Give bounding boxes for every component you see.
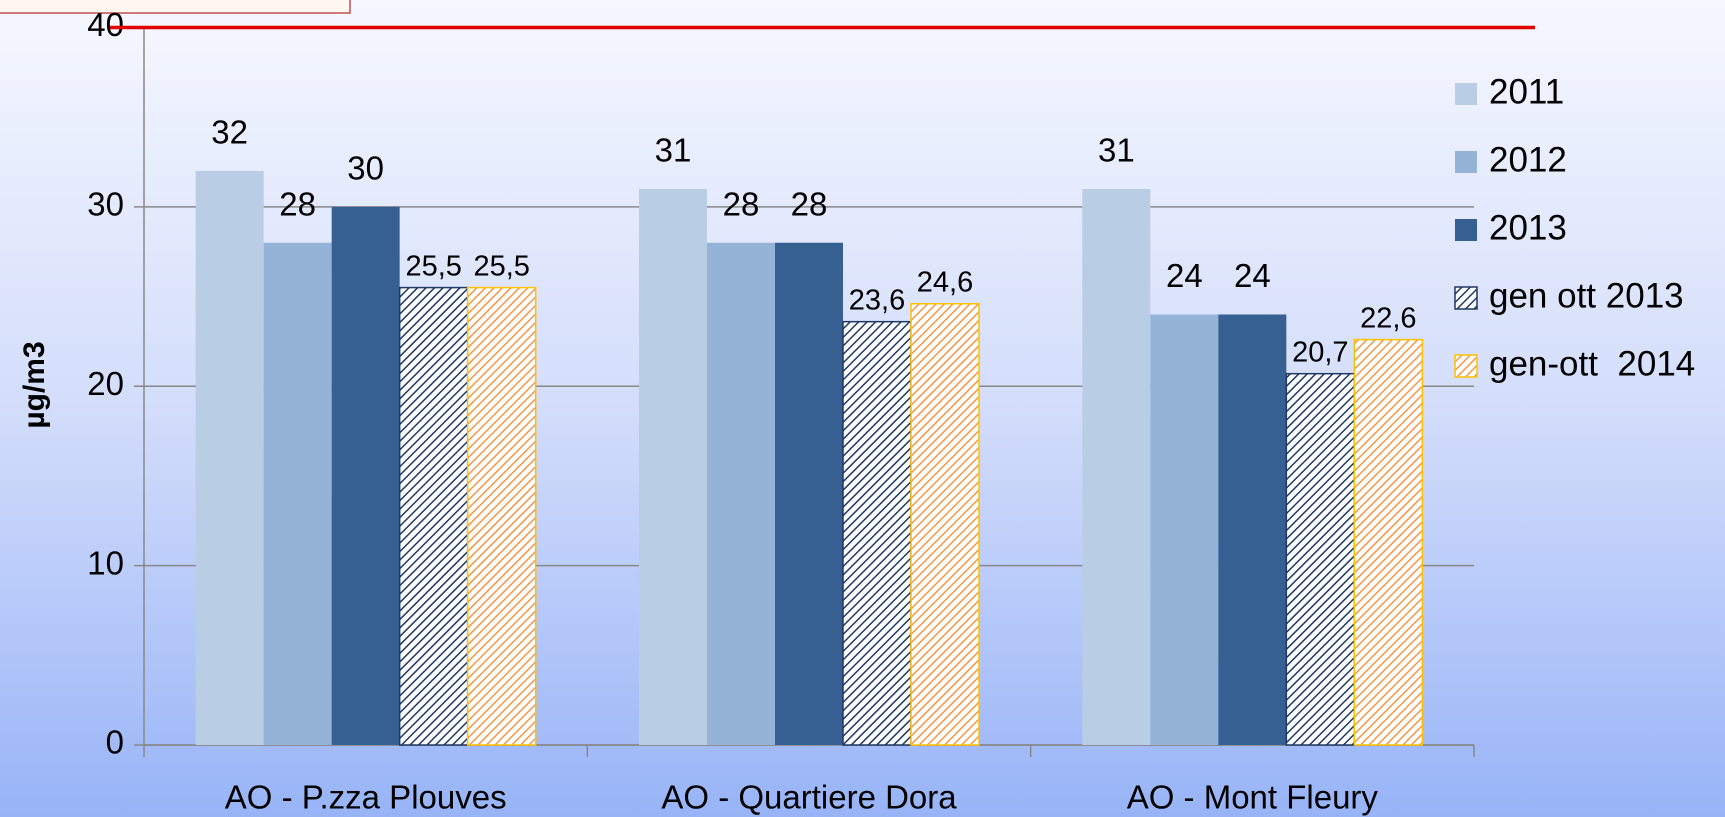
y-tick-label: 30 [87, 186, 124, 223]
bar [466, 286, 537, 746]
bar [263, 242, 332, 745]
y-tick-label: 40 [87, 6, 124, 43]
bar [195, 171, 264, 745]
data-label: 20,7 [1292, 336, 1348, 368]
data-label: 25,5 [405, 250, 461, 282]
legend-label: gen-ott 2014 [1489, 344, 1695, 383]
data-label: 24 [1234, 257, 1271, 294]
bar [1082, 188, 1151, 745]
y-tick-label: 20 [87, 365, 124, 402]
y-tick-label: 0 [106, 724, 124, 761]
legend-swatch [1455, 219, 1477, 241]
legend-swatch [1455, 83, 1477, 105]
legend-label: 2013 [1489, 208, 1567, 247]
data-label: 24 [1166, 257, 1203, 294]
data-label: 28 [723, 185, 760, 222]
data-label: 22,6 [1360, 302, 1416, 334]
clipped-box [0, 0, 351, 14]
bar [1218, 314, 1287, 745]
data-label: 24,6 [917, 266, 973, 298]
bar [775, 242, 843, 745]
bar [910, 302, 980, 746]
data-label: 30 [347, 150, 384, 187]
data-label: 28 [279, 185, 316, 222]
bar [1353, 338, 1424, 746]
x-tick-label: AO - Mont Fleury [1127, 779, 1379, 816]
bar [1150, 314, 1219, 745]
bar [398, 286, 469, 746]
legend-label: 2011 [1489, 72, 1564, 111]
bar [842, 320, 912, 746]
legend-label: gen ott 2013 [1489, 276, 1684, 315]
legend-label: 2012 [1489, 140, 1567, 179]
data-label: 31 [655, 132, 692, 169]
data-label: 31 [1098, 132, 1135, 169]
bar [639, 188, 707, 745]
y-tick-label: 10 [87, 544, 124, 581]
data-label: 32 [211, 114, 248, 151]
legend-swatch [1454, 286, 1478, 310]
bar [1285, 372, 1356, 746]
bar [707, 242, 775, 745]
data-label: 28 [791, 185, 828, 222]
data-label: 25,5 [473, 250, 529, 282]
bar [331, 206, 400, 745]
x-tick-label: AO - P.zza Plouves [225, 779, 507, 816]
x-tick-label: AO - Quartiere Dora [661, 779, 957, 816]
legend-swatch [1455, 151, 1477, 173]
data-label: 23,6 [849, 284, 905, 316]
legend-swatch [1454, 354, 1478, 378]
y-axis-label: µg/m3 [18, 341, 51, 428]
